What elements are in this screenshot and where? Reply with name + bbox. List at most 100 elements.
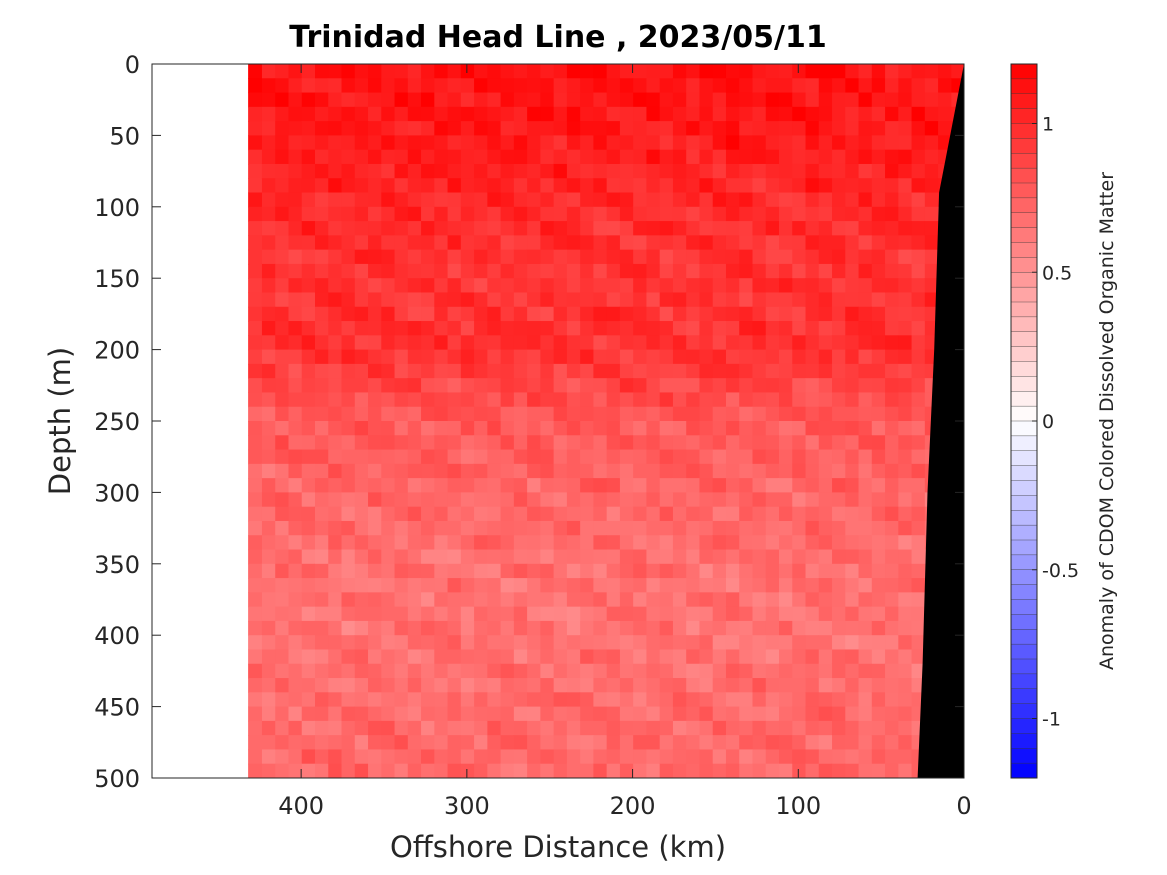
field-cell [804,349,819,365]
field-cell [566,563,581,579]
colorbar: 10.50-0.5-1 [1010,63,1079,779]
field-cell [340,106,355,122]
field-cell [579,163,594,179]
field-cell [619,749,634,765]
field-cell [924,92,939,108]
field-cell [698,478,713,493]
field-cell [301,606,315,622]
field-cell [818,406,833,422]
field-cell [433,735,448,751]
field-cell [327,620,342,636]
field-cell [738,663,753,679]
field-cell [314,578,329,593]
field-cell [818,535,833,551]
field-cell [592,520,607,536]
field-cell [659,635,673,651]
field-cell [367,520,382,536]
field-cell [393,378,408,394]
field-cell [248,406,262,422]
field-cell [274,635,289,651]
field-cell [287,649,302,665]
field-cell [725,263,740,279]
field-cell [804,620,819,636]
field-cell [751,306,766,322]
field-cell [579,278,594,294]
field-cell [765,235,779,251]
field-cell [513,206,528,222]
field-cell [433,563,448,579]
field-cell [751,278,766,294]
field-cell [685,649,700,665]
colorbar-segment [1010,376,1038,392]
field-cell [685,392,700,408]
field-cell [765,249,779,265]
y-tick-label: 350 [94,551,140,579]
field-cell [831,221,846,236]
field-cell [380,363,395,379]
field-cell [857,463,872,479]
field-cell [460,263,475,279]
field-cell [513,635,528,651]
field-cell [712,392,726,408]
field-cell [791,135,806,151]
field-cell [897,606,912,622]
field-cell [354,292,369,308]
field-cell [712,692,726,708]
field-cell [645,549,660,565]
field-cell [632,335,647,351]
field-cell [685,349,700,365]
field-cell [592,263,607,279]
field-cell [818,235,833,251]
field-cell [606,163,620,179]
field-cell [592,321,607,336]
field-cell [791,563,806,579]
field-cell [327,206,342,222]
field-cell [327,763,342,778]
field-cell [751,663,766,679]
field-cell [831,606,846,622]
field-cell [393,92,408,108]
field-cell [473,149,488,165]
field-cell [884,492,899,508]
field-cell [738,506,753,522]
field-cell [659,749,673,765]
colorbar-segment [1010,212,1038,229]
field-cell [672,706,687,722]
field-cell [897,506,912,522]
field-cell [804,735,819,751]
field-cell [818,421,833,436]
field-cell [751,78,766,94]
field-cell [831,363,846,379]
field-cell [844,392,859,408]
field-cell [261,749,276,765]
field-cell [553,406,567,422]
field-cell [778,135,793,151]
field-cell [672,406,687,422]
field-cell [910,349,925,365]
field-cell [632,735,647,751]
field-cell [672,263,687,279]
field-cell [261,720,276,736]
field-cell [698,306,713,322]
field-cell [831,620,846,636]
field-cell [314,192,329,208]
field-cell [314,620,329,636]
field-cell [393,249,408,265]
field-cell [765,749,779,765]
field-cell [619,463,634,479]
colorbar-segment [1010,629,1038,645]
field-cell [261,378,276,394]
field-cell [725,663,740,679]
field-cell [791,349,806,365]
field-cell [393,692,408,708]
field-cell [248,121,262,136]
field-cell [645,620,660,636]
field-cell [393,349,408,365]
field-cell [274,663,289,679]
field-cell [579,349,594,365]
field-cell [645,735,660,751]
field-cell [367,578,382,593]
field-cell [712,649,726,665]
field-cell [354,249,369,265]
field-cell [791,478,806,493]
